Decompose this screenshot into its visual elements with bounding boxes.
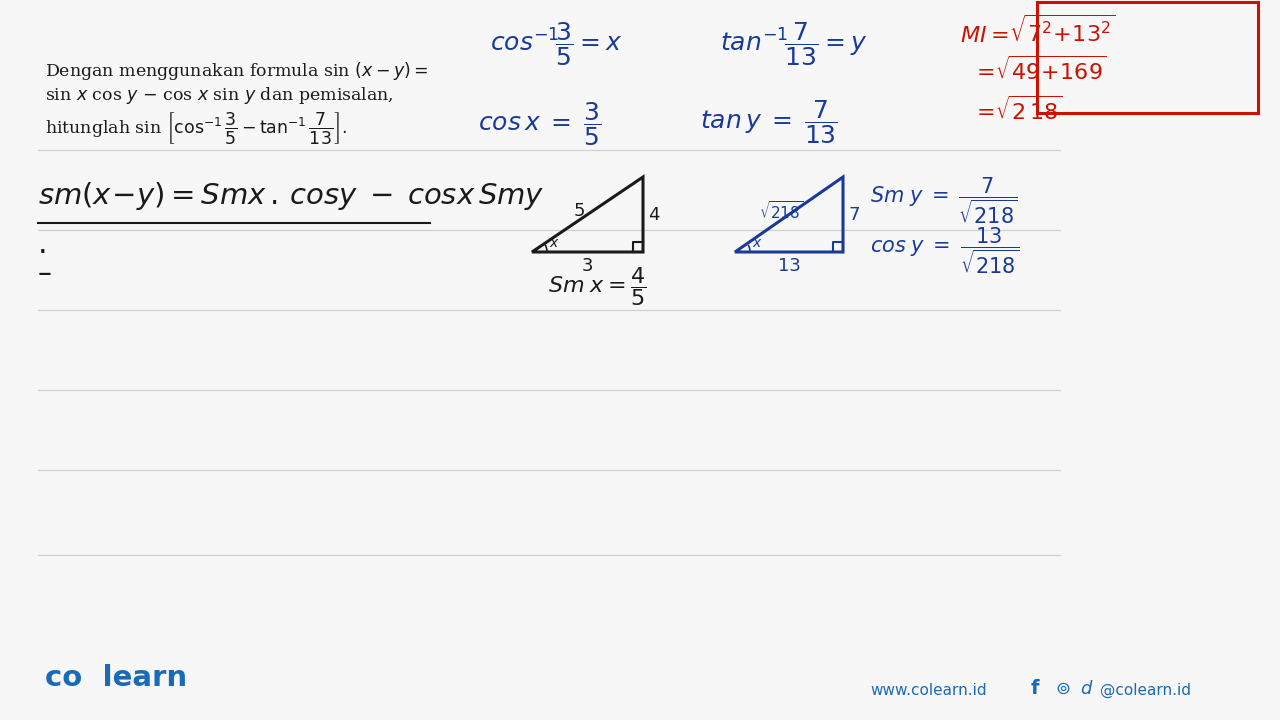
Text: $\mathbf{f}$: $\mathbf{f}$ bbox=[1030, 679, 1041, 698]
Text: Dengan menggunakan formula sin $(x - y) =$: Dengan menggunakan formula sin $(x - y) … bbox=[45, 60, 429, 82]
Text: $\mathit{tan}\,y\;=\;\dfrac{7}{13}$: $\mathit{tan}\,y\;=\;\dfrac{7}{13}$ bbox=[700, 98, 838, 146]
Text: $MI = \!\sqrt{7^2\!+\!13^2}$: $MI = \!\sqrt{7^2\!+\!13^2}$ bbox=[960, 15, 1116, 48]
Text: 5: 5 bbox=[573, 202, 585, 220]
Text: .: . bbox=[38, 230, 47, 259]
Text: hitunglah sin $\left[\cos^{-1}\dfrac{3}{5} - \tan^{-1}\dfrac{7}{13}\right].$: hitunglah sin $\left[\cos^{-1}\dfrac{3}{… bbox=[45, 110, 347, 146]
Text: co  learn: co learn bbox=[45, 664, 187, 692]
Text: sin $x$ cos $y$ $-$ cos $x$ sin $y$ dan pemisalan,: sin $x$ cos $y$ $-$ cos $x$ sin $y$ dan … bbox=[45, 85, 394, 106]
Text: $\mathit{tan}^{-1}\!\dfrac{7}{13} = y$: $\mathit{tan}^{-1}\!\dfrac{7}{13} = y$ bbox=[719, 20, 868, 68]
Text: $\mathit{Sm}\;x = \dfrac{4}{5}$: $\mathit{Sm}\;x = \dfrac{4}{5}$ bbox=[548, 265, 646, 308]
Text: $= \!\sqrt{49\!+\!169}$: $= \!\sqrt{49\!+\!169}$ bbox=[972, 55, 1107, 84]
Text: www.colearn.id: www.colearn.id bbox=[870, 683, 987, 698]
Text: 4: 4 bbox=[648, 205, 659, 223]
Text: $\mathit{d}$: $\mathit{d}$ bbox=[1080, 680, 1093, 698]
Text: $\circledcirc$: $\circledcirc$ bbox=[1055, 680, 1070, 698]
Text: @colearn.id: @colearn.id bbox=[1100, 683, 1190, 698]
Text: $\mathit{cos}\;y\;=\;\dfrac{13}{\sqrt{218}}$: $\mathit{cos}\;y\;=\;\dfrac{13}{\sqrt{21… bbox=[870, 225, 1020, 276]
Text: $x$: $x$ bbox=[751, 236, 763, 250]
Text: $\mathit{cos}^{-1}\!\dfrac{3}{5} = x$: $\mathit{cos}^{-1}\!\dfrac{3}{5} = x$ bbox=[490, 20, 622, 68]
Text: $\mathit{Sm}\;y\;=\;\dfrac{7}{\sqrt{218}}$: $\mathit{Sm}\;y\;=\;\dfrac{7}{\sqrt{218}… bbox=[870, 175, 1018, 226]
Text: 7: 7 bbox=[849, 205, 860, 223]
Text: $\mathit{cos}\,x\;=\;\dfrac{3}{5}$: $\mathit{cos}\,x\;=\;\dfrac{3}{5}$ bbox=[477, 100, 602, 148]
Text: $= \!\sqrt{2\,18}$: $= \!\sqrt{2\,18}$ bbox=[972, 95, 1062, 123]
Text: –: – bbox=[38, 260, 52, 288]
Text: 3: 3 bbox=[581, 257, 593, 275]
Text: $\mathit{sm}(x\!-\!y) = \mathit{Sm}x\,.\,\mathit{cos}y\;-\;\mathit{cos}x\,\mathi: $\mathit{sm}(x\!-\!y) = \mathit{Sm}x\,.\… bbox=[38, 180, 544, 212]
Text: 13: 13 bbox=[777, 257, 800, 275]
Text: $x$: $x$ bbox=[549, 236, 559, 250]
Text: $\sqrt{218}$: $\sqrt{218}$ bbox=[759, 199, 803, 222]
